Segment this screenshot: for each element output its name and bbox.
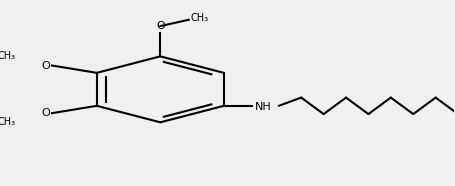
Text: CH₃: CH₃ [0,117,15,127]
Text: O: O [41,108,50,118]
Text: NH: NH [254,102,271,112]
Text: CH₃: CH₃ [191,13,209,23]
Text: O: O [41,60,50,70]
Text: CH₃: CH₃ [0,51,15,61]
Text: O: O [156,21,165,31]
